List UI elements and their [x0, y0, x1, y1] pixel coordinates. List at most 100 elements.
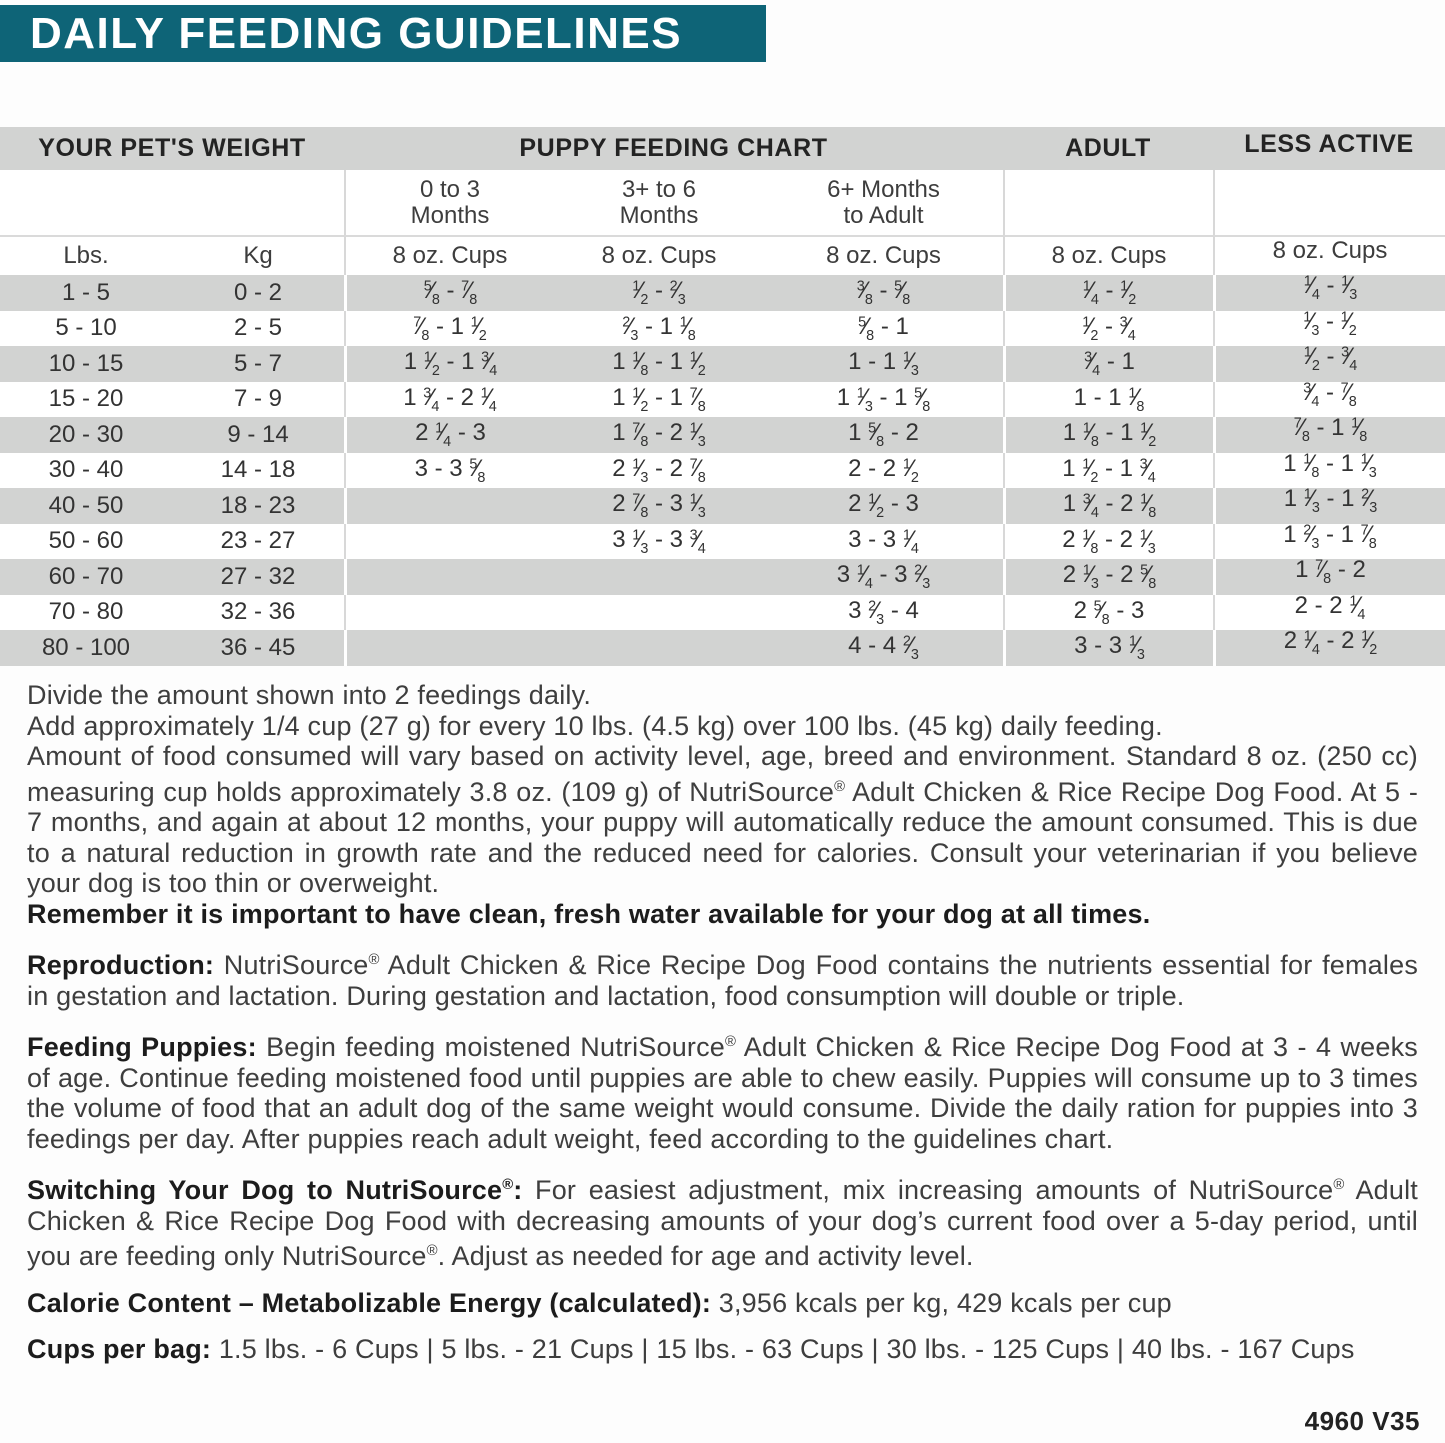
puppy-6-months-adult-cell: 1 - 1 1⁄3 — [764, 346, 1003, 382]
puppy-6-months-adult-cell: 1 1⁄3 - 1 5⁄8 — [764, 381, 1003, 417]
kg-cell: 23 - 27 — [172, 523, 344, 559]
puppy-3-6-months-cell: 1 1⁄2 - 1 7⁄8 — [554, 381, 764, 417]
puppy-0-3-months-cell — [344, 594, 554, 630]
unit-header: 8 oz. Cups — [344, 235, 554, 275]
lbs-cell: 40 - 50 — [0, 488, 172, 524]
puppy-0-3-months-cell: 3 - 3 5⁄8 — [344, 452, 554, 488]
feeding-puppies-note: Feeding Puppies: Begin feeding moistened… — [27, 1027, 1418, 1154]
kg-cell: 2 - 5 — [172, 310, 344, 346]
lbs-cell: 50 - 60 — [0, 523, 172, 559]
kg-cell: 27 - 32 — [172, 559, 344, 595]
less-active-cell: 1 7⁄8 - 2 — [1213, 559, 1445, 595]
title-bar: DAILY FEEDING GUIDELINES — [0, 5, 766, 62]
puppy-3-6-months-cell: 1 1⁄8 - 1 1⁄2 — [554, 346, 764, 382]
unit-header: 8 oz. Cups — [1213, 235, 1445, 275]
feeding-guidelines-table: YOUR PET'S WEIGHT PUPPY FEEDING CHART ADUL… — [0, 127, 1445, 666]
lbs-cell: 70 - 80 — [0, 594, 172, 630]
adult-cell: 2 5⁄8 - 3 — [1003, 594, 1213, 630]
age-range-header: 0 to 3 Months — [344, 170, 554, 235]
puppy-3-6-months-cell — [554, 594, 764, 630]
lbs-cell: 10 - 15 — [0, 346, 172, 382]
puppy-6-months-adult-cell: 3 2⁄3 - 4 — [764, 594, 1003, 630]
column-group-header: PUPPY FEEDING CHART — [344, 127, 1003, 170]
less-active-cell: 1 1⁄3 - 1 2⁄3 — [1213, 488, 1445, 524]
puppy-3-6-months-cell: 3 1⁄3 - 3 3⁄4 — [554, 523, 764, 559]
adult-cell: 1 - 1 1⁄8 — [1003, 381, 1213, 417]
switching-note: Switching Your Dog to NutriSource®: For … — [27, 1170, 1418, 1272]
feeding-notes-text: Amount of food consumed will vary based … — [27, 741, 1419, 898]
puppy-0-3-months-cell — [344, 523, 554, 559]
switching-note-text: For easiest adjustment, mix increasing a… — [27, 1175, 1418, 1271]
cups-per-bag-text: 1.5 lbs. - 6 Cups | 5 lbs. - 21 Cups | 1… — [218, 1334, 1355, 1364]
puppy-3-6-months-cell: 2⁄3 - 1 1⁄8 — [554, 310, 764, 346]
less-active-cell: 1⁄2 - 3⁄4 — [1213, 346, 1445, 382]
kg-cell: 5 - 7 — [172, 346, 344, 382]
kg-cell: 32 - 36 — [172, 594, 344, 630]
cups-per-bag-label: Cups per bag: — [27, 1334, 219, 1364]
puppy-3-6-months-cell: 1 7⁄8 - 2 1⁄3 — [554, 417, 764, 453]
less-active-cell: 1⁄3 - 1⁄2 — [1213, 310, 1445, 346]
feeding-puppies-note-label: Feeding Puppies: — [27, 1032, 267, 1062]
less-active-cell: 1 1⁄8 - 1 1⁄3 — [1213, 452, 1445, 488]
puppy-0-3-months-cell: 5⁄8 - 7⁄8 — [344, 275, 554, 311]
age-range-header — [1003, 170, 1213, 235]
puppy-6-months-adult-cell: 3⁄8 - 5⁄8 — [764, 275, 1003, 311]
feeding-notes-label: Remember it is important to have clean, … — [27, 898, 1151, 929]
less-active-cell: 7⁄8 - 1 1⁄8 — [1213, 417, 1445, 453]
age-range-header: 6+ Months to Adult — [764, 170, 1003, 235]
adult-cell: 1 1⁄2 - 1 3⁄4 — [1003, 452, 1213, 488]
adult-cell: 3⁄4 - 1 — [1003, 346, 1213, 382]
puppy-6-months-adult-cell: 2 - 2 1⁄2 — [764, 452, 1003, 488]
feeding-notes: Divide the amount shown into 2 feedings … — [27, 680, 1418, 929]
calorie-content-label: Calorie Content – Metabolizable Energy (… — [27, 1287, 719, 1318]
puppy-3-6-months-cell — [554, 630, 764, 666]
reproduction-note: Reproduction: NutriSource® Adult Chicken… — [27, 945, 1418, 1011]
adult-cell: 1 1⁄8 - 1 1⁄2 — [1003, 417, 1213, 453]
lbs-cell: 5 - 10 — [0, 310, 172, 346]
lbs-cell: 15 - 20 — [0, 381, 172, 417]
column-group-header: LESS ACTIVE — [1213, 127, 1445, 170]
feeding-notes-text: Add approximately 1/4 cup (27 g) for eve… — [27, 710, 1163, 741]
lbs-cell: 60 - 70 — [0, 559, 172, 595]
puppy-6-months-adult-cell: 3 - 3 1⁄4 — [764, 523, 1003, 559]
text-sections: Divide the amount shown into 2 feedings … — [27, 680, 1418, 1381]
less-active-cell: 2 - 2 1⁄4 — [1213, 594, 1445, 630]
puppy-6-months-adult-cell: 1 5⁄8 - 2 — [764, 417, 1003, 453]
age-range-header — [1213, 170, 1445, 235]
adult-cell: 3 - 3 1⁄3 — [1003, 630, 1213, 666]
column-group-header: ADULT — [1003, 127, 1213, 170]
kg-cell: 14 - 18 — [172, 452, 344, 488]
puppy-0-3-months-cell — [344, 488, 554, 524]
puppy-0-3-months-cell: 1 3⁄4 - 2 1⁄4 — [344, 381, 554, 417]
calorie-content: Calorie Content – Metabolizable Energy (… — [27, 1288, 1418, 1319]
lbs-cell: 20 - 30 — [0, 417, 172, 453]
puppy-3-6-months-cell: 2 7⁄8 - 3 1⁄3 — [554, 488, 764, 524]
lbs-cell: 30 - 40 — [0, 452, 172, 488]
puppy-0-3-months-cell — [344, 559, 554, 595]
lbs-cell: 1 - 5 — [0, 275, 172, 311]
adult-cell: 1 3⁄4 - 2 1⁄8 — [1003, 488, 1213, 524]
adult-cell: 1⁄2 - 3⁄4 — [1003, 310, 1213, 346]
puppy-6-months-adult-cell: 3 1⁄4 - 3 2⁄3 — [764, 559, 1003, 595]
less-active-cell: 2 1⁄4 - 2 1⁄2 — [1213, 630, 1445, 666]
kg-cell: 7 - 9 — [172, 381, 344, 417]
kg-cell: 36 - 45 — [172, 630, 344, 666]
feeding-puppies-note-text: Begin feeding moistened NutriSource® Adu… — [27, 1032, 1418, 1154]
unit-header: Kg — [172, 235, 344, 275]
calorie-content-text: 3,956 kcals per kg, 429 kcals per cup — [718, 1287, 1172, 1318]
puppy-0-3-months-cell: 2 1⁄4 - 3 — [344, 417, 554, 453]
footer-code: 4960 V35 — [1304, 1406, 1420, 1436]
puppy-3-6-months-cell: 1⁄2 - 2⁄3 — [554, 275, 764, 311]
age-range-header — [172, 170, 344, 235]
adult-cell: 1⁄4 - 1⁄2 — [1003, 275, 1213, 311]
unit-header: 8 oz. Cups — [1003, 235, 1213, 275]
puppy-6-months-adult-cell: 2 1⁄2 - 3 — [764, 488, 1003, 524]
puppy-3-6-months-cell — [554, 559, 764, 595]
unit-header: 8 oz. Cups — [764, 235, 1003, 275]
puppy-0-3-months-cell: 7⁄8 - 1 1⁄2 — [344, 310, 554, 346]
kg-cell: 9 - 14 — [172, 417, 344, 453]
feeding-notes-text: Divide the amount shown into 2 feedings … — [27, 680, 592, 710]
puppy-3-6-months-cell: 2 1⁄3 - 2 7⁄8 — [554, 452, 764, 488]
adult-cell: 2 1⁄3 - 2 5⁄8 — [1003, 559, 1213, 595]
